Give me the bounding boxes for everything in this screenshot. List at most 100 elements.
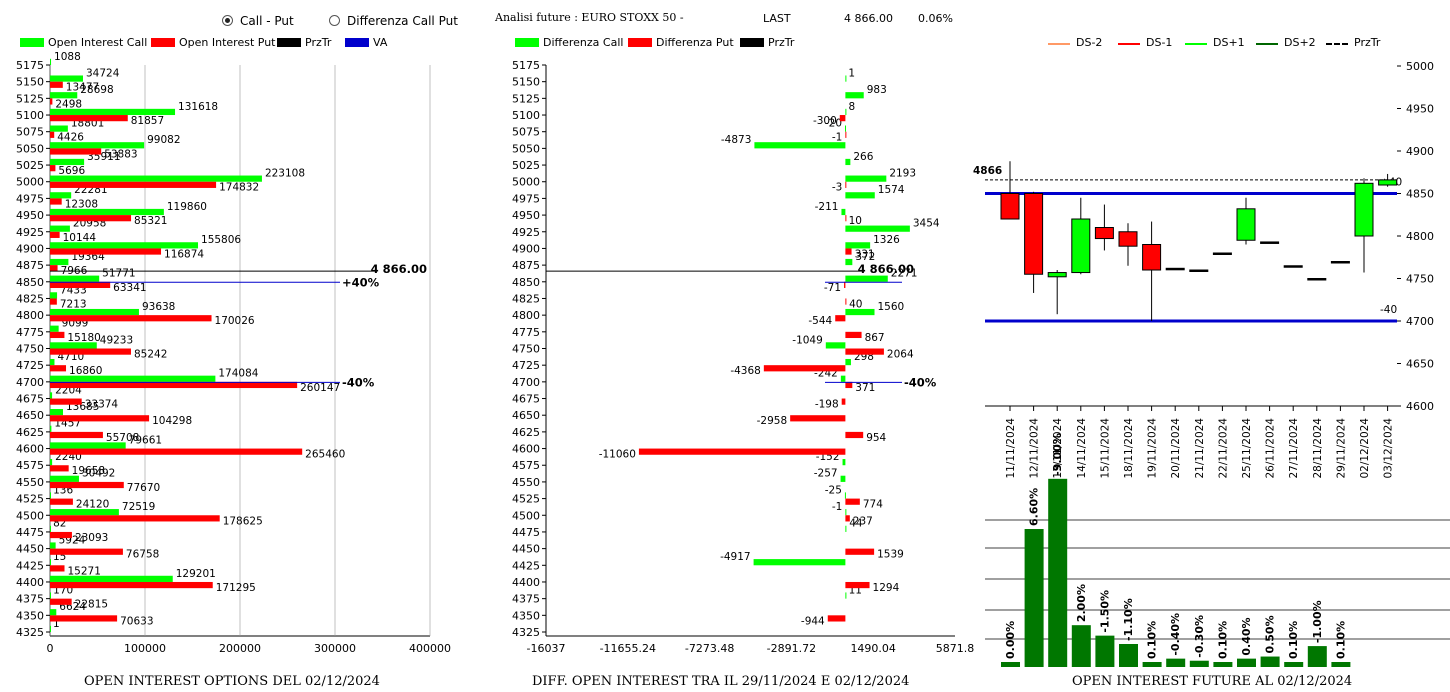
y-tick-label: 4800 <box>16 309 44 322</box>
legend-label-prztr-3: PrzTr <box>1354 36 1381 49</box>
bar-put <box>50 81 63 88</box>
data-label-put: 260147 <box>300 382 340 394</box>
bar-put <box>50 315 212 322</box>
y-tick-label: 4675 <box>512 393 540 406</box>
bar-call <box>845 308 875 316</box>
y-tick-label: 4700 <box>512 376 540 389</box>
volume-bar <box>1166 658 1186 667</box>
data-label-put: 76758 <box>126 549 159 561</box>
data-label-put: 170026 <box>215 315 255 327</box>
data-label-call: -4917 <box>720 551 751 563</box>
y-tick-label: 4325 <box>16 626 44 639</box>
legend-swatch-prztr <box>277 38 301 47</box>
radio-differenza-call-put[interactable] <box>329 15 340 26</box>
bar-call <box>845 175 887 182</box>
y-tick-label: 4850 <box>16 276 44 289</box>
y-tick-label: 4550 <box>16 476 44 489</box>
data-label-call: 372 <box>855 251 875 263</box>
data-label-put: 77670 <box>127 482 160 494</box>
candle-body <box>1094 227 1114 240</box>
bar-call <box>50 425 52 432</box>
x-tick-label: 5871.8 <box>936 642 975 655</box>
x-tick-label: -16037 <box>527 642 566 655</box>
data-label-put: 70633 <box>120 615 153 627</box>
bar-put <box>50 515 220 522</box>
bar-put <box>845 548 875 555</box>
candle-body <box>1142 244 1162 271</box>
data-label-put: -11060 <box>599 449 636 461</box>
y-tick-label: 4975 <box>512 192 540 205</box>
x-tick-label: 11/11/2024 <box>1005 418 1017 479</box>
data-label-put: 63341 <box>113 282 146 294</box>
data-label-put: 81857 <box>131 115 164 127</box>
x-tick-label: 0 <box>47 642 54 655</box>
bar-call <box>50 375 216 382</box>
volume-label: 2.00% <box>1075 584 1088 622</box>
data-label-put: 23093 <box>75 532 108 544</box>
bar-put <box>50 581 213 589</box>
y-tick-label: 4750 <box>512 343 540 356</box>
y-tick-label: 4625 <box>512 426 540 439</box>
y-tick-label: 5175 <box>16 59 44 72</box>
y-tick-label: 4700 <box>1406 315 1434 328</box>
data-label-call: 2271 <box>891 268 918 280</box>
y-tick-label: 5125 <box>512 92 540 105</box>
data-label-call: 44 <box>849 518 863 530</box>
data-label-call: 174084 <box>218 368 258 380</box>
bar-call <box>845 158 851 166</box>
y-tick-label: 4650 <box>512 409 540 422</box>
data-label-put: -3 <box>832 182 842 194</box>
bar-call <box>50 625 51 632</box>
data-label-put: -4368 <box>730 365 761 377</box>
bar-call <box>845 509 847 516</box>
data-label-put: 104298 <box>152 415 192 427</box>
data-label-call: 51771 <box>102 268 135 280</box>
bar-put <box>50 398 82 405</box>
volume-bar <box>1307 646 1327 667</box>
y-tick-label: 5025 <box>16 159 44 172</box>
bar-call <box>50 342 97 349</box>
bar-put <box>835 315 846 322</box>
bar-call <box>825 342 846 349</box>
data-label-put: 19658 <box>72 465 105 477</box>
bar-put <box>50 215 132 222</box>
bar-put <box>50 348 131 355</box>
data-label-put: 53883 <box>104 148 137 160</box>
y-tick-label: 4725 <box>16 359 44 372</box>
x-tick-label: 27/11/2024 <box>1288 418 1300 479</box>
data-label-call: 30492 <box>82 468 115 480</box>
bar-call <box>50 525 51 532</box>
bar-put <box>50 281 111 288</box>
data-label-put: 4426 <box>57 132 84 144</box>
bar-call <box>50 92 78 99</box>
bar-put <box>763 365 846 372</box>
bar-call <box>50 125 68 132</box>
y-tick-label: 4475 <box>512 526 540 539</box>
analisi-future-label: Analisi future : EURO STOXX 50 - <box>495 11 684 24</box>
bar-call <box>845 358 851 366</box>
last-label: LAST <box>763 12 791 25</box>
y-tick-label: 5000 <box>512 176 540 189</box>
bar-put <box>50 265 58 272</box>
candle-body <box>1071 218 1091 274</box>
legend-label-ds-p1: DS+1 <box>1213 36 1245 49</box>
bar-put <box>844 281 846 288</box>
bar-call <box>845 275 888 282</box>
radio-call-put[interactable] <box>222 15 233 26</box>
data-label-call: 2193 <box>889 168 916 180</box>
candle-body <box>1212 252 1232 255</box>
x-tick-label: 21/11/2024 <box>1194 418 1206 479</box>
data-label-call: -20 <box>825 118 842 130</box>
bar-put <box>845 431 864 439</box>
bar-put <box>50 548 123 555</box>
bar-call <box>50 559 51 566</box>
x-tick-label: 26/11/2024 <box>1265 418 1277 479</box>
prztr-label: 4866 <box>973 165 1002 177</box>
y-tick-label: 4475 <box>16 526 44 539</box>
bar-call <box>50 575 173 582</box>
volume-bar <box>1071 625 1091 667</box>
x-tick-label: 20/11/2024 <box>1170 418 1182 479</box>
y-tick-label: 5125 <box>16 92 44 105</box>
data-label-put: 954 <box>866 432 886 444</box>
bar-call <box>50 325 59 332</box>
